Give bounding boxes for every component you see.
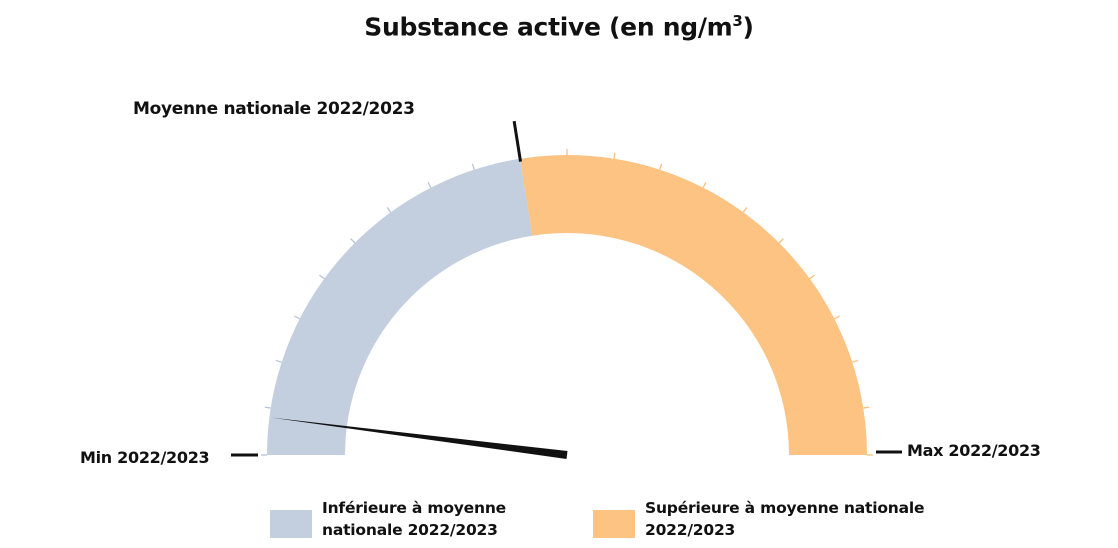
gauge-segment-above [520,154,867,455]
gauge-tick [427,182,432,188]
gauge-tick [275,359,282,363]
gauge-tick [863,406,870,409]
gauge-tick [852,359,859,363]
gauge-tick [702,182,707,188]
gauge-tick [778,238,784,244]
legend-item-below: Inférieure à moyenne nationale 2022/2023 [270,497,562,541]
legend-label-below: Inférieure à moyenne nationale 2022/2023 [322,499,506,539]
legend-item-above: Supérieure à moyenne nationale 2022/2023 [593,497,995,541]
gauge-needle [271,417,568,459]
gauge-tick [386,207,392,213]
gauge-tick [809,274,815,280]
gauge-tick [294,315,300,320]
threshold-marker [512,120,523,162]
chart-title: Substance active (en ng/m3) [364,12,754,42]
legend-label-above: Supérieure à moyenne nationale 2022/2023 [645,499,925,539]
legend-swatch-below [270,510,312,538]
gauge-tick [834,315,840,320]
gauge-tick [471,163,475,170]
gauge-tick [613,152,616,159]
gauge-segment-below [267,158,533,456]
legend-swatch-above [593,510,635,538]
gauge-tick [319,274,325,280]
gauge-tick [350,238,356,244]
gauge-tick [742,207,748,213]
min-label: Min 2022/2023 [80,448,210,467]
gauge-tick [659,163,663,170]
gauge-tick [264,406,271,409]
mean-label: Moyenne nationale 2022/2023 [133,99,415,119]
max-label: Max 2022/2023 [907,441,1041,460]
